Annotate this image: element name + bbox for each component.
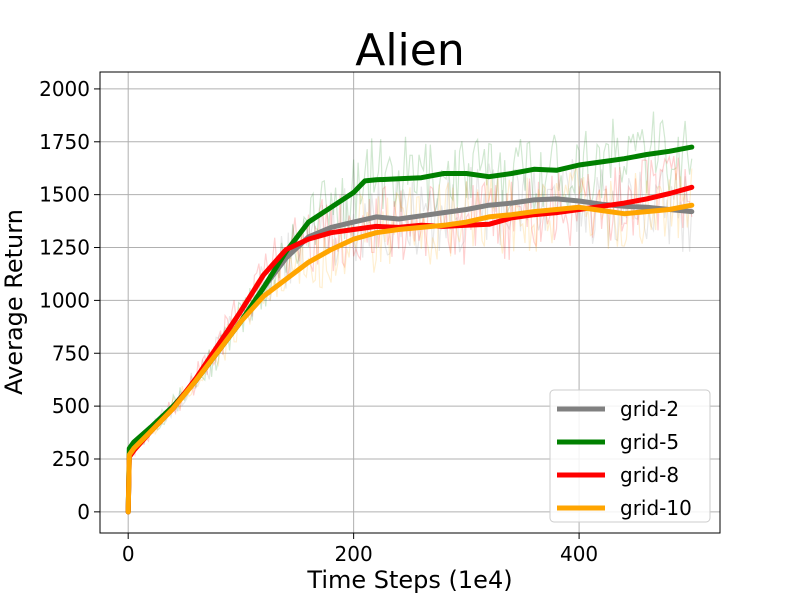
y-tick-label: 1500 (39, 183, 90, 207)
y-tick-label: 1750 (39, 130, 90, 154)
legend: grid-2 grid-5 grid-8 grid-10 (549, 389, 711, 523)
legend-label: grid-5 (620, 430, 679, 454)
x-tick-label: 200 (335, 542, 373, 566)
y-tick-label: 1250 (39, 236, 90, 260)
y-tick-label: 2000 (39, 77, 90, 101)
series-line-grid-10 (125, 202, 695, 515)
y-axis-label: Average Return (0, 209, 28, 395)
series-noise-trace (129, 164, 693, 458)
x-tick-label: 400 (560, 542, 598, 566)
x-axis-label: Time Steps (1e4) (306, 566, 512, 594)
series-noise-trace (129, 111, 693, 452)
y-tick-label: 1000 (39, 288, 90, 312)
grid-layer (100, 72, 720, 533)
y-tick-label: 250 (52, 447, 90, 471)
legend-label: grid-2 (620, 397, 679, 421)
legend-box (549, 389, 711, 523)
tick-layer: 0 200 400 0 250 500 750 1000 1250 1500 1750 2000 (39, 77, 598, 566)
y-tick-label: 0 (77, 500, 90, 524)
legend-label: grid-8 (620, 463, 679, 487)
chart-title: Alien (355, 25, 465, 76)
plot-frame (99, 71, 721, 534)
series-layer (125, 144, 695, 515)
legend-label: grid-10 (620, 496, 692, 520)
x-tick-label: 0 (122, 542, 135, 566)
y-tick-label: 750 (52, 341, 90, 365)
y-tick-label: 500 (52, 394, 90, 418)
